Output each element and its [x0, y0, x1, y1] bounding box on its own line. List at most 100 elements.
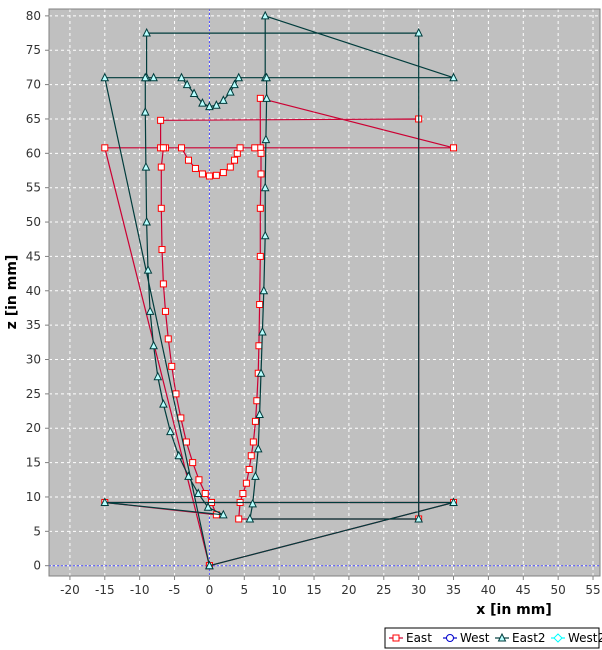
data-point-east: [226, 163, 234, 171]
data-point-east: [205, 172, 213, 180]
data-point-east: [251, 144, 259, 152]
x-tick-label: 40: [481, 583, 496, 597]
data-point-east2: [153, 371, 163, 381]
legend-item-west2: West2: [551, 631, 602, 645]
data-point-east2: [449, 497, 458, 506]
data-point-east2: [248, 498, 257, 508]
data-point-east: [201, 490, 209, 498]
data-point-east: [256, 301, 264, 309]
x-tick-label: 30: [411, 583, 426, 597]
data-point-east: [249, 438, 257, 446]
x-tick-label: -20: [60, 583, 80, 597]
data-point-east2: [149, 340, 158, 350]
x-tick-label: 45: [516, 583, 531, 597]
legend-label: West2: [568, 631, 602, 645]
data-point-east2: [219, 509, 228, 519]
data-point-east: [256, 94, 264, 102]
data-point-east: [159, 144, 167, 152]
data-point-east: [178, 144, 186, 152]
data-point-east2: [142, 27, 151, 37]
y-tick-label: 40: [26, 284, 41, 298]
y-tick-label: 55: [26, 181, 41, 195]
data-point-east: [257, 170, 265, 178]
y-tick-label: 45: [26, 249, 41, 263]
data-point-east: [164, 335, 172, 343]
y-tick-label: 0: [33, 559, 41, 573]
x-tick-label: -15: [95, 583, 115, 597]
y-axis: 0 5 10 15 20 25 30 35 40 45 50 55 60 65 70 75 80: [26, 9, 49, 573]
data-point-east: [191, 164, 199, 172]
y-axis-title: z [in mm]: [4, 255, 20, 330]
y-tick-label: 5: [33, 524, 41, 538]
zero-lines: [49, 9, 600, 576]
data-point-east: [159, 280, 167, 288]
y-tick-label: 10: [26, 490, 41, 504]
data-point-east2: [149, 72, 158, 82]
data-point-east: [256, 204, 264, 212]
series-layer: [100, 10, 458, 570]
data-point-east: [219, 169, 227, 177]
y-tick-label: 35: [26, 318, 41, 332]
y-tick-label: 25: [26, 387, 41, 401]
y-tick-label: 30: [26, 353, 41, 367]
data-point-east: [251, 417, 259, 425]
legend-item-west: West: [443, 631, 490, 645]
data-point-east2: [140, 72, 150, 82]
data-point-east: [189, 459, 197, 467]
data-point-east2: [255, 409, 264, 418]
y-tick-label: 20: [26, 421, 41, 435]
data-point-east2: [261, 134, 271, 144]
legend-item-east: East: [389, 631, 432, 645]
data-point-east: [242, 479, 250, 487]
data-point-east: [212, 171, 220, 179]
data-point-east: [101, 144, 109, 152]
grid-layer: [49, 9, 600, 576]
data-point-east: [450, 144, 458, 152]
x-tick-label: 15: [306, 583, 321, 597]
data-point-east2: [256, 368, 266, 377]
data-point-east2: [234, 72, 244, 82]
data-point-east: [161, 307, 169, 315]
y-tick-label: 50: [26, 215, 41, 229]
data-point-east: [184, 156, 192, 164]
x-axis-title: x [in mm]: [476, 602, 552, 618]
legend-box: [384, 627, 600, 649]
data-point-east2: [205, 101, 214, 111]
data-point-east2: [205, 560, 214, 570]
y-tick-label: 15: [26, 456, 41, 470]
data-point-east2: [245, 513, 255, 523]
data-point-east2: [140, 106, 150, 116]
data-point-east: [245, 465, 253, 473]
data-point-east: [158, 246, 166, 254]
data-point-east2: [253, 443, 263, 453]
data-point-east2: [260, 182, 270, 192]
data-point-east2: [145, 306, 155, 315]
data-point-east2: [141, 161, 151, 171]
legend-label: East: [406, 631, 432, 645]
legend-marker-icon: [446, 634, 454, 642]
data-point-east2: [260, 230, 270, 240]
data-point-east2: [230, 79, 239, 89]
series-east2: [100, 10, 458, 570]
data-point-east2: [198, 98, 207, 107]
data-point-east2: [174, 450, 184, 460]
legend-marker-icon: [497, 632, 507, 642]
data-point-east: [195, 476, 203, 484]
legend: East West East2 West2: [384, 627, 602, 649]
data-point-east2: [203, 502, 213, 511]
x-tick-label: 35: [446, 583, 461, 597]
data-point-east: [253, 397, 261, 405]
data-point-east: [182, 438, 190, 446]
x-tick-label: 20: [341, 583, 356, 597]
data-point-east2: [414, 513, 423, 523]
data-point-east: [168, 362, 176, 370]
data-point-east2: [100, 497, 110, 506]
data-point-east2: [251, 471, 260, 480]
data-point-east2: [166, 426, 175, 436]
y-tick-label: 75: [26, 43, 41, 57]
data-point-east2: [177, 72, 186, 82]
x-tick-label: -10: [130, 583, 150, 597]
data-point-east: [157, 204, 165, 212]
y-tick-label: 65: [26, 112, 41, 126]
